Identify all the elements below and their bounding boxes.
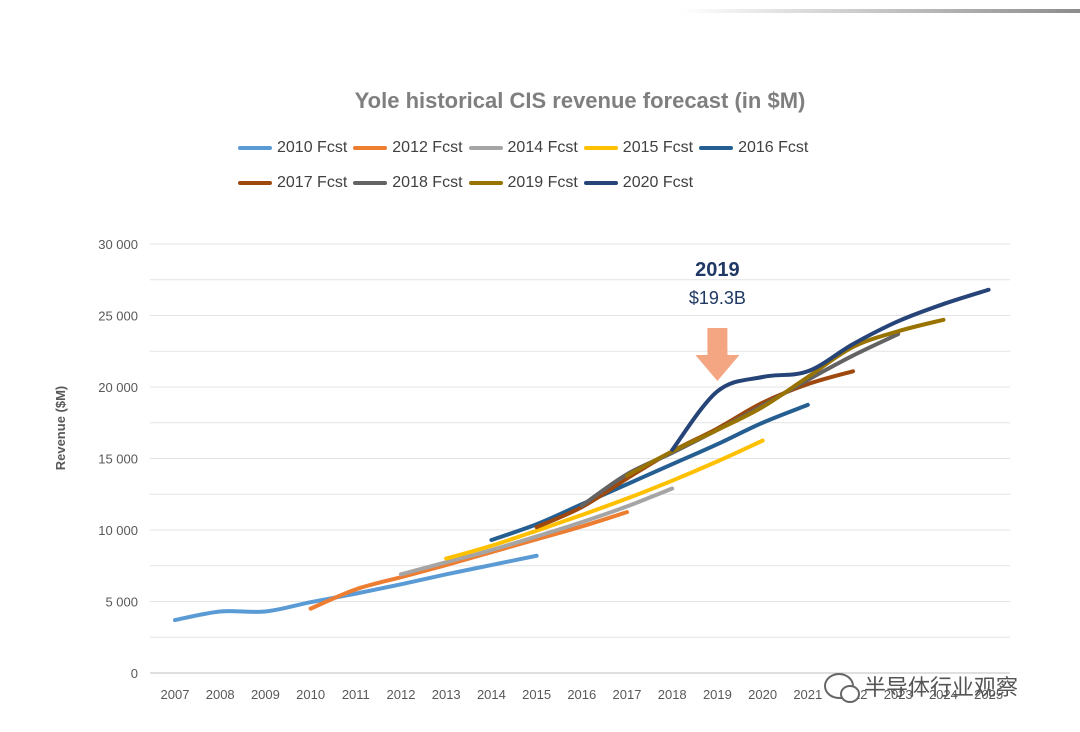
x-tick-label: 2016 (567, 687, 596, 702)
legend-item: 2018 Fcst (353, 174, 463, 192)
y-tick-label: 30 000 (98, 237, 138, 252)
y-tick-label: 25 000 (98, 309, 138, 324)
x-tick-label: 2025 (974, 687, 1003, 702)
legend-label: 2016 Fcst (738, 139, 809, 156)
watermark-text: 半导体行业观察 (864, 675, 1019, 700)
legend-label: 2020 Fcst (622, 174, 694, 191)
legend-label: 2012 Fcst (392, 139, 463, 156)
y-tick-label: 15 000 (98, 452, 138, 467)
legend-item: 2017 Fcst (238, 174, 347, 192)
annotation-value: $19.3B (689, 288, 746, 308)
x-tick-label: 2011 (342, 687, 370, 702)
legend-item: 2019 Fcst (468, 174, 578, 192)
x-tick-label: 2019 (703, 687, 732, 702)
series-line-2020-fcst (670, 287, 991, 452)
y-axis-title: Revenue ($M) (53, 386, 68, 471)
legend-label: 2015 Fcst (622, 139, 694, 156)
series-line-2010-fcst (173, 553, 539, 623)
x-tick-label: 2014 (477, 687, 506, 702)
y-axis-ticks: 0 5 000 10 000 15 000 20 000 25 000 30 000 (98, 237, 138, 681)
x-tick-label: 2023 (884, 687, 913, 702)
legend-label: 2018 Fcst (392, 174, 463, 191)
legend-swatch (583, 181, 618, 185)
legend-item: 2015 Fcst (583, 139, 694, 157)
down-arrow-icon (695, 328, 740, 381)
x-axis-ticks: 2007 2008 2009 2010 2011 2012 2013 2014 2015 2016… (161, 687, 1004, 702)
series-line-2012-fcst (308, 510, 629, 611)
legend-swatch (699, 146, 734, 150)
series-line-2016-fcst (489, 402, 810, 543)
x-tick-label: 2007 (161, 687, 190, 702)
legend-swatch (238, 146, 272, 150)
x-tick-label: 2008 (206, 687, 235, 702)
legend-swatch (238, 181, 272, 185)
grid-lines (150, 243, 1010, 674)
x-tick-label: 2018 (658, 687, 687, 702)
legend-item: 2010 Fcst (238, 139, 347, 157)
x-tick-label: 2012 (387, 687, 416, 702)
wechat-icon (824, 673, 860, 703)
legend-item: 2016 Fcst (699, 139, 808, 157)
series-lines (173, 287, 991, 623)
watermark: 半导体行业观察 (824, 670, 1019, 703)
legend-item: 2012 Fcst (353, 139, 463, 157)
legend-label: 2010 Fcst (277, 139, 348, 156)
y-tick-label: 5 000 (105, 595, 138, 610)
x-tick-label: 2013 (432, 687, 461, 702)
x-tick-label: 2021 (793, 687, 822, 702)
legend-item: 2020 Fcst (583, 174, 694, 192)
x-tick-label: 2015 (522, 687, 551, 702)
y-tick-label: 0 (131, 666, 138, 681)
legend-swatch (468, 146, 503, 150)
x-tick-label: 2024 (929, 687, 958, 702)
series-line-2015-fcst (444, 438, 765, 561)
x-tick-label: 2009 (251, 687, 280, 702)
x-tick-label: 2020 (748, 687, 777, 702)
top-decorative-rule (680, 9, 1080, 13)
x-tick-label: 2017 (613, 687, 642, 702)
series-line-2014-fcst (399, 486, 675, 577)
chart-title: Yole historical CIS revenue forecast (in… (354, 88, 806, 113)
legend-label: 2019 Fcst (507, 174, 578, 191)
y-tick-label: 10 000 (98, 523, 138, 538)
legend-row-1: 2010 Fcst 2012 Fcst 2014 Fcst 2015 Fcst 2016… (238, 139, 814, 157)
legend-row-2: 2017 Fcst 2018 Fcst 2019 Fcst 2020 Fcst (238, 174, 699, 192)
y-tick-label: 20 000 (98, 380, 138, 395)
legend-item: 2014 Fcst (468, 139, 578, 157)
legend-swatch (353, 146, 388, 150)
annotation-group: 2019 $19.3B (689, 259, 746, 381)
legend-swatch (468, 181, 503, 185)
x-tick-label: 2010 (296, 687, 325, 702)
legend-swatch (353, 181, 388, 185)
annotation-year: 2019 (695, 259, 740, 281)
legend-swatch (583, 146, 618, 150)
series-line-2019-fcst (625, 317, 946, 478)
legend-label: 2014 Fcst (507, 139, 578, 156)
legend-label: 2017 Fcst (277, 174, 348, 191)
